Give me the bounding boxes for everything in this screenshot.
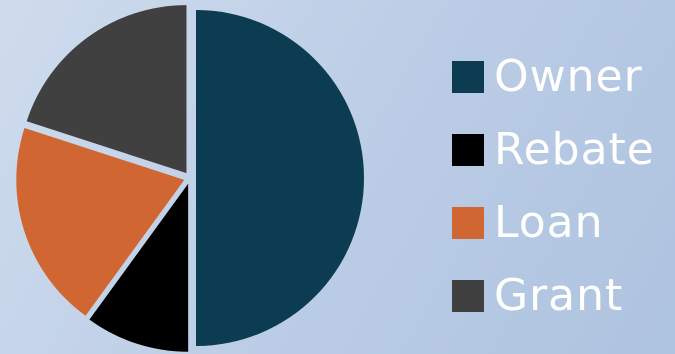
pie-slice-loan: [16, 127, 185, 316]
legend-item-grant: Grant: [452, 259, 655, 332]
pie-slice-rebate: [89, 183, 189, 352]
pie-slice-owner: [196, 10, 364, 346]
legend-label-loan: Loan: [494, 196, 604, 248]
legend-swatch-loan: [452, 206, 484, 239]
legend-swatch-grant: [452, 279, 484, 312]
pie-slice-grant: [26, 5, 187, 174]
legend-item-rebate: Rebate: [452, 113, 655, 186]
legend-swatch-owner: [452, 60, 484, 93]
legend-item-owner: Owner: [452, 40, 655, 113]
legend-label-owner: Owner: [494, 50, 643, 102]
legend-item-loan: Loan: [452, 186, 655, 259]
legend-swatch-rebate: [452, 133, 484, 166]
legend-label-rebate: Rebate: [494, 123, 655, 175]
legend: Owner Rebate Loan Grant: [452, 40, 655, 332]
legend-label-grant: Grant: [494, 269, 624, 321]
